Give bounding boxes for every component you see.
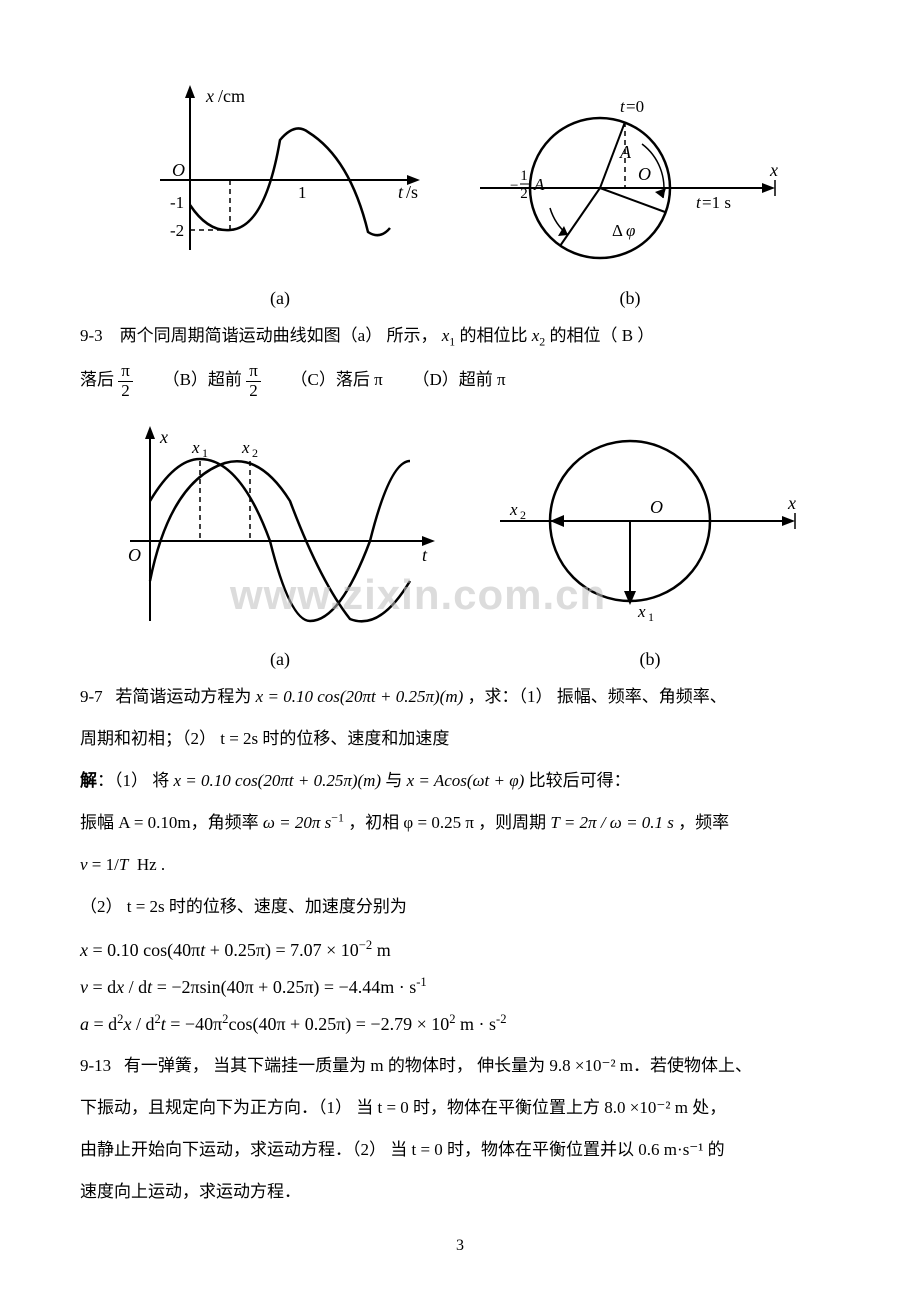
q97-sol2: 振幅 A = 0.10m，角频率 ω = 20π s−1 ，初相 φ = 0.2… — [80, 806, 840, 840]
circle-diagram-1b: x t =0 A O − 1 2 — [470, 80, 790, 280]
svg-text:1: 1 — [648, 610, 654, 624]
q93-optpre: 落后 — [80, 370, 114, 389]
q97-eq-a: a = d2x / d2t = −40π2cos(40π + 0.25π) = … — [80, 1012, 840, 1035]
q93-number: 9-3 — [80, 326, 103, 345]
svg-text:x: x — [191, 438, 200, 457]
svg-text:t: t — [398, 182, 404, 202]
q913-line1: 9-13 有一弹簧， 当其下端挂一质量为 m 的物体时， 伸长量为 9.8 ×1… — [80, 1049, 840, 1083]
svg-text:x: x — [241, 438, 250, 457]
svg-text:1: 1 — [298, 183, 307, 202]
q97-seq1: x = 0.10 cos(20πt + 0.25π)(m) — [174, 771, 382, 790]
q93-optB: （B）超前 — [163, 370, 242, 389]
svg-text:-2: -2 — [170, 221, 184, 240]
svg-text:O: O — [128, 545, 141, 565]
q97-s1b: 与 — [385, 771, 406, 790]
caption-1b: (b) — [620, 288, 641, 309]
svg-text:1: 1 — [202, 446, 208, 460]
caption-2a: (a) — [270, 649, 290, 670]
page-container: x /cm t /s O -1 -2 1 (a) — [0, 0, 920, 1295]
svg-text:2: 2 — [520, 186, 528, 202]
q97-s2c: ，频率 — [678, 813, 729, 832]
q97-s1a: ：（1） 将 — [97, 771, 174, 790]
q93-optD: （D）超前 π — [412, 370, 505, 389]
q97-eq1: x = 0.10 cos(20πt + 0.25π)(m) — [256, 687, 464, 706]
q97-omega: ω = 20π s−1 — [263, 813, 344, 832]
q97-number: 9-7 — [80, 687, 103, 706]
circle-diagram-2b: x O x 1 x 2 — [490, 421, 810, 641]
svg-text:/cm: /cm — [218, 86, 245, 106]
svg-text:=0: =0 — [626, 97, 644, 116]
q97-t1a: 若简谐运动方程为 — [115, 687, 255, 706]
page-number: 3 — [80, 1237, 840, 1255]
figure-1a: x /cm t /s O -1 -2 1 (a) — [130, 80, 430, 309]
q93-frac-num2: π — [246, 362, 261, 382]
svg-text:t: t — [422, 545, 428, 565]
q913-line2: 下振动，且规定向下为正方向．（1） 当 t = 0 时，物体在平衡位置上方 8.… — [80, 1091, 840, 1125]
q913-number: 9-13 — [80, 1056, 111, 1075]
figure-1-row: x /cm t /s O -1 -2 1 (a) — [80, 80, 840, 309]
q93-frac-den2: 2 — [246, 382, 261, 401]
q913-line3: 由静止开始向下运动，求运动方程．（2） 当 t = 0 时，物体在平衡位置并以 … — [80, 1133, 840, 1167]
svg-text:/s: /s — [406, 182, 418, 202]
svg-text:=1 s: =1 s — [702, 193, 731, 212]
q93-options: 落后 π 2 （B）超前 π 2 （C）落后 π （D）超前 π — [80, 362, 840, 400]
q97-s1c: 比较后可得： — [529, 771, 631, 790]
svg-text:-1: -1 — [170, 193, 184, 212]
svg-text:2: 2 — [252, 446, 258, 460]
q913-t1: 有一弹簧， 当其下端挂一质量为 m 的物体时， 伸长量为 9.8 ×10⁻² m… — [124, 1056, 752, 1075]
q93-sub1: 1 — [449, 334, 455, 348]
svg-text:O: O — [650, 497, 663, 517]
q93-pre: 两个同周期简谐运动曲线如图（a） 所示， — [120, 326, 442, 345]
q97-seq2: x = Acos(ωt + φ) — [407, 771, 525, 790]
svg-text:φ: φ — [626, 221, 635, 240]
q97-sol3: v = 1/T Hz . — [80, 848, 840, 882]
q97-s2a: 振幅 A = 0.10m，角频率 — [80, 813, 263, 832]
q97-t1b: ，求：（1） 振幅、频率、角频率、 — [468, 687, 727, 706]
caption-2b: (b) — [640, 649, 661, 670]
q93-sub2: 2 — [539, 334, 545, 348]
svg-text:−: − — [510, 178, 518, 194]
wave-plot-1a: x /cm t /s O -1 -2 1 — [130, 80, 430, 280]
svg-text:A: A — [619, 142, 632, 162]
q97-eq-v: v = dx / dt = −2πsin(40π + 0.25π) = −4.4… — [80, 975, 840, 998]
figure-2-row: www.zixin.com.cn x t O x 1 x 2 — [80, 421, 840, 670]
q97-sol1: 解：（1） 将 x = 0.10 cos(20πt + 0.25π)(m) 与 … — [80, 764, 840, 798]
svg-text:O: O — [172, 160, 185, 180]
q93-mid2: 的相位（ B ） — [549, 326, 654, 345]
figure-2a: x t O x 1 x 2 (a) — [110, 421, 450, 670]
svg-text:x: x — [205, 86, 214, 106]
q93-frac-den1: 2 — [118, 382, 133, 401]
svg-text:Δ: Δ — [612, 221, 623, 240]
q93-frac-num1: π — [118, 362, 133, 382]
figure-1b: x t =0 A O − 1 2 — [470, 80, 790, 309]
q93-mid1: 的相位比 — [459, 326, 531, 345]
figure-2b: x O x 1 x 2 (b) — [490, 421, 810, 670]
svg-text:O: O — [638, 164, 651, 184]
svg-text:x: x — [509, 500, 518, 519]
q97-eq-x: x = 0.10 cos(40πt + 0.25π) = 7.07 × 10−2… — [80, 938, 840, 961]
svg-text:x: x — [159, 427, 168, 447]
q97-T: T = 2π / ω = 0.1 s — [550, 813, 673, 832]
svg-text:2: 2 — [520, 508, 526, 522]
q913-line4: 速度向上运动，求运动方程． — [80, 1175, 840, 1209]
svg-text:A: A — [533, 175, 545, 194]
q97-line1: 9-7 若简谐运动方程为 x = 0.10 cos(20πt + 0.25π)(… — [80, 680, 840, 714]
q93-optC: （C）落后 π — [291, 370, 383, 389]
svg-text:1: 1 — [520, 168, 528, 184]
svg-text:x: x — [637, 602, 646, 621]
q97-s2b: ，初相 φ = 0.25 π ，则周期 — [348, 813, 550, 832]
caption-1a: (a) — [270, 288, 290, 309]
svg-text:x: x — [769, 160, 778, 180]
q97-line2: 周期和初相；（2） t = 2s 时的位移、速度和加速度 — [80, 722, 840, 756]
dual-wave-2a: x t O x 1 x 2 — [110, 421, 450, 641]
q97-sol-label: 解 — [80, 771, 97, 790]
svg-text:x: x — [787, 493, 796, 513]
q97-sol4: （2） t = 2s 时的位移、速度、加速度分别为 — [80, 890, 840, 924]
q93-line1: 9-3 两个同周期简谐运动曲线如图（a） 所示， x1 的相位比 x2 的相位（… — [80, 319, 840, 354]
